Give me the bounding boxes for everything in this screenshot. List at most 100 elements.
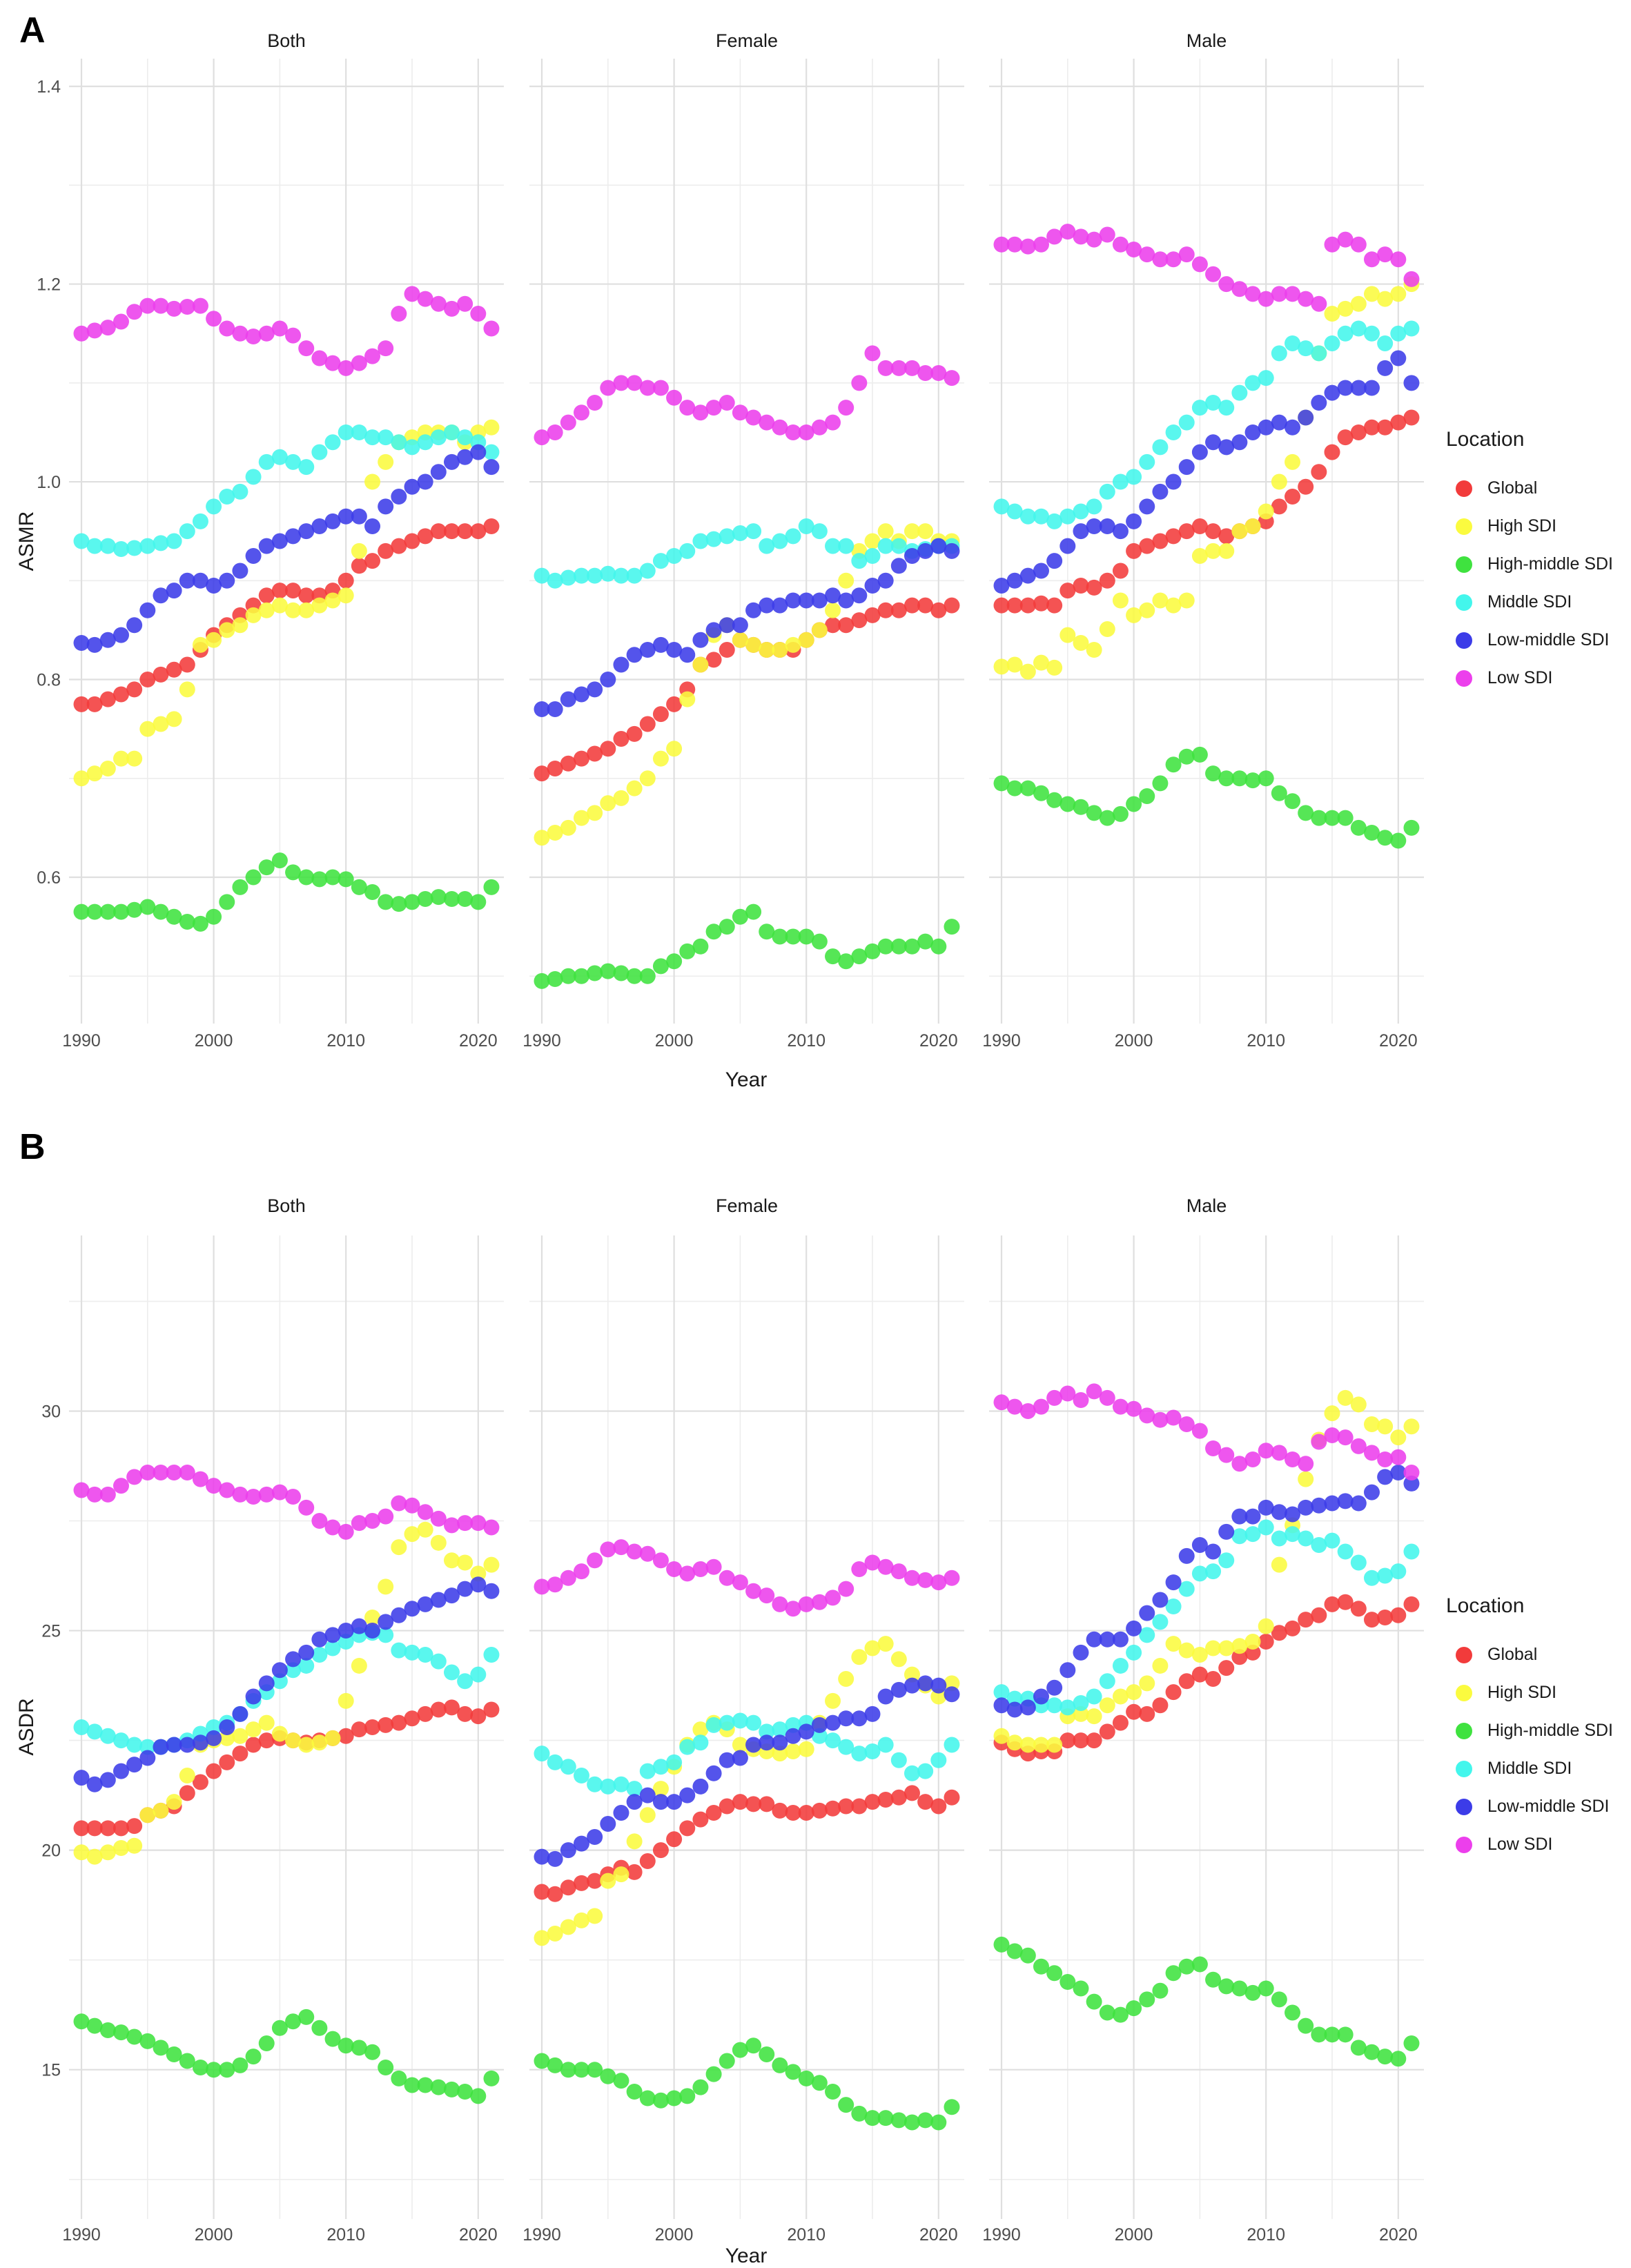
x-tick-label: 1990 bbox=[62, 1031, 101, 1050]
series-low-middle-sdi-points bbox=[993, 350, 1420, 594]
low-sdi-dot-icon bbox=[1456, 1836, 1472, 1853]
gridlines bbox=[989, 59, 1424, 1024]
series-low-middle-sdi-points bbox=[73, 1576, 500, 1792]
series-global-points bbox=[534, 1785, 960, 1902]
series-low-sdi-points bbox=[534, 1539, 960, 1617]
series-low-middle-sdi-points bbox=[534, 538, 960, 718]
x-tick-label: 2020 bbox=[459, 2225, 498, 2245]
panel-A: 1990 2000 2010 2020 1990 2000 2010 2020 1990 2000… bbox=[37, 59, 1424, 1050]
middle-sdi-dot-icon bbox=[1456, 594, 1472, 611]
x-tick-label: 1990 bbox=[522, 2225, 561, 2245]
x-tick-label: 1990 bbox=[62, 2225, 101, 2245]
panel-a-legend: Location Global High SDI High-middle SDI… bbox=[1446, 428, 1613, 697]
series-high-middle-sdi-points bbox=[73, 2008, 500, 2104]
panel-b-facet-title-both: Both bbox=[267, 1195, 306, 1216]
series-high-middle-sdi-points bbox=[73, 852, 500, 932]
y-tick-label: 1.4 bbox=[37, 77, 61, 97]
series-middle-sdi-points bbox=[993, 1519, 1420, 1716]
series-high-middle-sdi-points bbox=[993, 1936, 1420, 2067]
series-high-middle-sdi-points bbox=[534, 903, 960, 989]
panel-B-facet-female: 1990 2000 2010 2020 bbox=[522, 1235, 964, 2245]
legend-title: Location bbox=[1446, 428, 1525, 451]
series-middle-sdi-points bbox=[993, 320, 1420, 529]
series-low-sdi-points bbox=[993, 1383, 1420, 1481]
legend-item-low-middle-sdi: Low-middle SDI bbox=[1446, 621, 1612, 659]
y-tick-label: 30 bbox=[41, 1402, 61, 1421]
panel-b-y-axis-title: ASDR bbox=[15, 1698, 38, 1756]
legend-item-middle-sdi: Middle SDI bbox=[1446, 1750, 1612, 1788]
high-middle-sdi-dot-icon bbox=[1456, 1722, 1472, 1739]
panel-b-facet-title-female: Female bbox=[715, 1195, 779, 1216]
panel-B-facet-both: 1990 2000 2010 2020 bbox=[62, 1235, 504, 2245]
panel-b-label: B bbox=[19, 1127, 46, 1167]
panel-A-facet-female: 1990 2000 2010 2020 bbox=[522, 59, 964, 1050]
legend-title: Location bbox=[1446, 1594, 1525, 1617]
panel-a-x-axis-title: Year bbox=[725, 1068, 768, 1091]
low-middle-sdi-dot-icon bbox=[1456, 632, 1472, 649]
y-tick-label: 1.2 bbox=[37, 275, 61, 295]
global-dot-icon bbox=[1456, 1646, 1472, 1663]
gridlines bbox=[989, 1235, 1424, 2219]
x-tick-label: 2020 bbox=[919, 1031, 958, 1050]
series-high-sdi-points bbox=[73, 1521, 500, 1865]
x-tick-label: 2010 bbox=[1247, 1031, 1285, 1050]
y-tick-label: 15 bbox=[41, 2061, 61, 2080]
series-high-middle-sdi-points bbox=[993, 746, 1420, 849]
x-tick-label: 2020 bbox=[1379, 1031, 1418, 1050]
x-tick-label: 2010 bbox=[326, 1031, 365, 1050]
legend-item-low-middle-sdi: Low-middle SDI bbox=[1446, 1788, 1612, 1826]
middle-sdi-dot-icon bbox=[1456, 1760, 1472, 1777]
series-middle-sdi-points bbox=[534, 518, 960, 589]
panel-a-facet-title-male: Male bbox=[1186, 30, 1227, 51]
series-low-sdi-points bbox=[73, 1465, 500, 1540]
series-high-sdi-points bbox=[993, 1389, 1420, 1753]
series-middle-sdi-points bbox=[534, 1712, 960, 1797]
x-tick-label: 2000 bbox=[1115, 1031, 1153, 1050]
high-middle-sdi-dot-icon bbox=[1456, 556, 1472, 573]
legend-item-global: Global bbox=[1446, 469, 1612, 507]
x-tick-label: 2000 bbox=[655, 2225, 694, 2245]
panel-a-facet-title-both: Both bbox=[267, 30, 306, 51]
series-low-middle-sdi-points bbox=[534, 1675, 960, 1867]
x-tick-label: 2020 bbox=[1379, 2225, 1418, 2245]
series-low-middle-sdi-points bbox=[73, 444, 500, 653]
x-tick-label: 2000 bbox=[195, 1031, 233, 1050]
global-dot-icon bbox=[1456, 480, 1472, 497]
series-high-sdi-points bbox=[993, 276, 1420, 680]
gridlines bbox=[529, 1235, 964, 2219]
panel-B: 1990 2000 2010 2020 1990 2000 2010 2020 1990 2000… bbox=[41, 1235, 1424, 2245]
x-tick-label: 2000 bbox=[195, 2225, 233, 2245]
low-sdi-dot-icon bbox=[1456, 669, 1472, 687]
legend-item-high-middle-sdi: High-middle SDI bbox=[1446, 545, 1613, 583]
x-tick-label: 1990 bbox=[522, 1031, 561, 1050]
series-middle-sdi-points bbox=[73, 424, 500, 557]
legend-item-low-sdi: Low SDI bbox=[1446, 1826, 1612, 1864]
legend-item-low-sdi: Low SDI bbox=[1446, 659, 1612, 697]
x-tick-label: 2000 bbox=[1115, 2225, 1153, 2245]
low-middle-sdi-dot-icon bbox=[1456, 1798, 1472, 1815]
x-tick-label: 1990 bbox=[982, 1031, 1021, 1050]
series-low-sdi-points bbox=[534, 345, 960, 446]
y-tick-label: 0.6 bbox=[37, 868, 61, 888]
panel-a-facet-title-female: Female bbox=[715, 30, 779, 51]
series-global-points bbox=[993, 1594, 1420, 1762]
x-tick-label: 1990 bbox=[982, 2225, 1021, 2245]
panel-b-legend: Location Global High SDI High-middle SDI… bbox=[1446, 1594, 1613, 1864]
series-global-points bbox=[993, 409, 1420, 614]
panel-A-facet-both: 1990 2000 2010 2020 bbox=[62, 59, 504, 1050]
x-tick-label: 2020 bbox=[919, 2225, 958, 2245]
x-tick-label: 2010 bbox=[787, 1031, 826, 1050]
legend-item-middle-sdi: Middle SDI bbox=[1446, 583, 1612, 621]
y-tick-label: 0.8 bbox=[37, 671, 61, 690]
x-tick-label: 2010 bbox=[1247, 2225, 1285, 2245]
y-tick-label: 25 bbox=[41, 1622, 61, 1641]
y-tick-label: 1.0 bbox=[37, 473, 61, 492]
panel-b-facet-title-male: Male bbox=[1186, 1195, 1227, 1216]
panel-B-facet-male: 1990 2000 2010 2020 bbox=[982, 1235, 1424, 2245]
series-low-middle-sdi-points bbox=[993, 1465, 1420, 1718]
x-tick-label: 2000 bbox=[655, 1031, 694, 1050]
legend-item-high-sdi: High SDI bbox=[1446, 507, 1612, 545]
x-tick-label: 2020 bbox=[459, 1031, 498, 1050]
